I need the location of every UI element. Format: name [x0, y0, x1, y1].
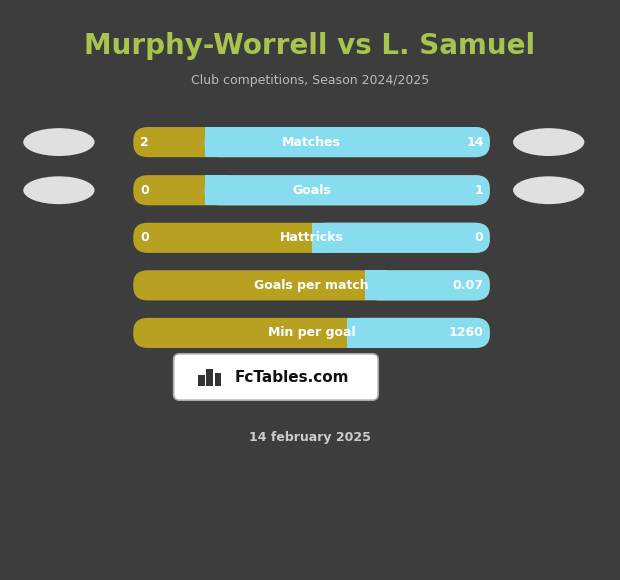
- FancyBboxPatch shape: [205, 127, 226, 157]
- FancyBboxPatch shape: [198, 375, 205, 386]
- Text: 0: 0: [475, 231, 484, 244]
- Text: Club competitions, Season 2024/2025: Club competitions, Season 2024/2025: [191, 74, 429, 86]
- FancyBboxPatch shape: [205, 175, 226, 205]
- Text: Hattricks: Hattricks: [280, 231, 343, 244]
- Text: Goals: Goals: [292, 184, 331, 197]
- FancyBboxPatch shape: [133, 223, 490, 253]
- Text: 2: 2: [140, 136, 149, 148]
- FancyBboxPatch shape: [365, 270, 490, 300]
- FancyBboxPatch shape: [311, 223, 490, 253]
- FancyBboxPatch shape: [133, 318, 490, 348]
- FancyBboxPatch shape: [311, 223, 334, 253]
- Text: 14 february 2025: 14 february 2025: [249, 432, 371, 444]
- Text: 0: 0: [140, 231, 149, 244]
- FancyBboxPatch shape: [206, 369, 213, 386]
- Text: Matches: Matches: [282, 136, 341, 148]
- FancyBboxPatch shape: [215, 373, 221, 386]
- FancyBboxPatch shape: [174, 354, 378, 400]
- Text: 0: 0: [140, 184, 149, 197]
- FancyBboxPatch shape: [365, 270, 387, 300]
- Text: Min per goal: Min per goal: [268, 327, 355, 339]
- Ellipse shape: [24, 128, 94, 156]
- Text: Murphy-Worrell vs L. Samuel: Murphy-Worrell vs L. Samuel: [84, 32, 536, 60]
- FancyBboxPatch shape: [205, 127, 490, 157]
- Ellipse shape: [24, 176, 94, 204]
- FancyBboxPatch shape: [347, 318, 369, 348]
- FancyBboxPatch shape: [347, 318, 490, 348]
- FancyBboxPatch shape: [133, 270, 490, 300]
- Text: 1: 1: [475, 184, 484, 197]
- Ellipse shape: [513, 128, 584, 156]
- Text: Goals per match: Goals per match: [254, 279, 369, 292]
- Text: 1260: 1260: [449, 327, 484, 339]
- FancyBboxPatch shape: [133, 175, 490, 205]
- FancyBboxPatch shape: [205, 175, 490, 205]
- Text: 0.07: 0.07: [453, 279, 484, 292]
- Text: FcTables.com: FcTables.com: [234, 369, 349, 385]
- Text: 14: 14: [466, 136, 484, 148]
- Ellipse shape: [513, 176, 584, 204]
- FancyBboxPatch shape: [133, 127, 490, 157]
